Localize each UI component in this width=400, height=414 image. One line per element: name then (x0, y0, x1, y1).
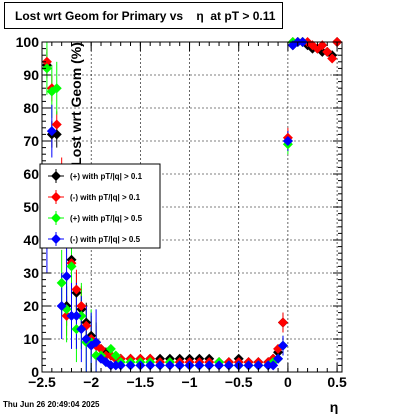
x-axis-title: η (330, 399, 339, 414)
timestamp-footer: Thu Jun 26 20:49:04 2025 (3, 400, 100, 409)
tick-labels: −2.5 −2 −1.5 −1 −0.5 0 0.5 0 10 20 30 40 50 60 70 80 90 1… (16, 34, 347, 390)
data-point (243, 360, 254, 371)
x-tick-label: −0.5 (225, 374, 253, 390)
data-point (61, 271, 72, 282)
y-tick-label: 10 (23, 331, 39, 347)
legend-marker (51, 213, 61, 223)
data-point (41, 63, 52, 74)
legend-label: (+) with pT/|q| > 0.5 (70, 214, 143, 223)
data-point (282, 136, 293, 146)
data-point (115, 360, 126, 371)
data-point (273, 353, 284, 364)
legend-box (39, 163, 161, 249)
data-point (46, 126, 57, 137)
data-point (277, 317, 288, 328)
data-point (51, 119, 62, 130)
data-point (105, 343, 116, 354)
x-tick-label: 0.5 (327, 374, 347, 390)
data-point (155, 360, 166, 371)
data-point (56, 301, 67, 311)
y-tick-label: 70 (23, 133, 39, 149)
markers (41, 37, 343, 371)
y-tick-label: 100 (16, 34, 40, 50)
data-point (253, 360, 264, 371)
y-axis-title: Lost wrt Geom (%) (68, 42, 84, 166)
data-point (76, 301, 87, 311)
data-point (125, 360, 136, 371)
chart-title: Lost wrt Geom for Primary vs η at pT > 0… (4, 2, 283, 29)
data-point (322, 46, 333, 57)
data-point (96, 343, 107, 354)
x-tick-label: −1 (182, 374, 198, 390)
data-point (317, 40, 328, 51)
data-point (76, 324, 87, 335)
data-point (174, 360, 185, 371)
data-point (194, 360, 205, 371)
legend: (+) with pT/|q| > 0.1 (-) with pT/|q| > 0… (39, 163, 161, 249)
x-tick-label: 0 (284, 374, 292, 390)
y-tick-label: 0 (31, 364, 39, 380)
data-point (268, 360, 279, 371)
data-point (277, 340, 288, 351)
y-tick-label: 50 (23, 199, 39, 215)
data-point (71, 310, 82, 321)
y-tick-label: 40 (23, 232, 39, 248)
x-tick-label: −2.5 (28, 374, 56, 390)
y-tick-label: 80 (23, 100, 39, 116)
legend-label: (+) with pT/|q| > 0.1 (70, 172, 143, 181)
y-tick-label: 60 (23, 166, 39, 182)
data-point (56, 277, 67, 288)
legend-marker (51, 234, 61, 244)
data-point (81, 334, 92, 344)
x-tick-label: −2 (83, 374, 99, 390)
data-point (164, 360, 175, 371)
data-point (204, 360, 215, 371)
data-point (91, 337, 102, 348)
data-point (223, 360, 234, 371)
y-tick-label: 90 (23, 67, 39, 83)
legend-label: (-) with pT/|q| > 0.5 (70, 235, 141, 244)
x-tick-label: −1.5 (127, 374, 155, 390)
data-point (51, 83, 62, 94)
y-tick-label: 30 (23, 265, 39, 281)
data-point (327, 53, 338, 64)
data-point (41, 56, 52, 67)
y-tick-label: 20 (23, 298, 39, 314)
legend-label: (-) with pT/|q| > 0.1 (70, 193, 141, 202)
axis-ticks (41, 41, 342, 373)
data-point (214, 360, 225, 371)
data-point (145, 360, 156, 371)
legend-marker (51, 192, 61, 202)
data-point (71, 284, 82, 295)
legend-marker (51, 171, 61, 181)
data-point (110, 350, 121, 361)
data-point (66, 261, 77, 272)
